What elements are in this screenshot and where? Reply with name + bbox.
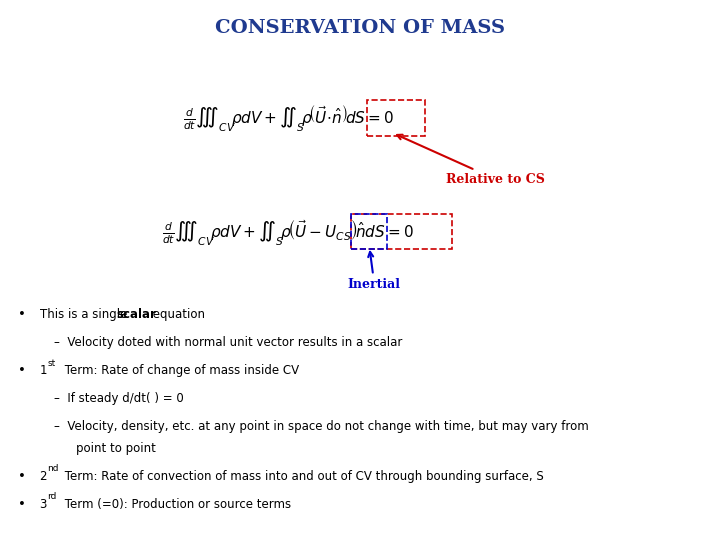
Text: Inertial: Inertial xyxy=(348,252,401,291)
Text: CONSERVATION OF MASS: CONSERVATION OF MASS xyxy=(215,19,505,37)
Text: $\frac{d}{dt}\iiint_{CV}\!\rho dV + \iint_{S}\!\rho\!\left(\vec{U}\!\cdot\!\hat{: $\frac{d}{dt}\iiint_{CV}\!\rho dV + \iin… xyxy=(183,104,393,134)
Text: point to point: point to point xyxy=(76,442,156,455)
Text: Relative to CS: Relative to CS xyxy=(397,134,545,186)
Text: •: • xyxy=(18,364,26,377)
Text: •: • xyxy=(18,498,26,511)
Text: Term (=0): Production or source terms: Term (=0): Production or source terms xyxy=(61,498,292,511)
Text: st: st xyxy=(48,359,55,368)
Text: •: • xyxy=(18,308,26,321)
Text: 2: 2 xyxy=(40,470,47,483)
Text: Term: Rate of change of mass inside CV: Term: Rate of change of mass inside CV xyxy=(61,364,300,377)
Text: 3: 3 xyxy=(40,498,47,511)
Text: –  Velocity doted with normal unit vector results in a scalar: – Velocity doted with normal unit vector… xyxy=(54,336,402,349)
Text: –  If steady d/dt( ) = 0: – If steady d/dt( ) = 0 xyxy=(54,392,184,405)
Text: nd: nd xyxy=(48,464,59,474)
Text: equation: equation xyxy=(149,308,205,321)
Text: This is a single: This is a single xyxy=(40,308,131,321)
Text: 1: 1 xyxy=(40,364,47,377)
Text: •: • xyxy=(18,470,26,483)
Text: rd: rd xyxy=(48,492,57,502)
Text: Term: Rate of convection of mass into and out of CV through bounding surface, S: Term: Rate of convection of mass into an… xyxy=(61,470,544,483)
Text: scalar: scalar xyxy=(117,308,156,321)
Text: $\frac{d}{dt}\iiint_{CV}\!\rho dV + \iint_{S}\!\rho\!\left(\vec{U}-U_{CS}\right): $\frac{d}{dt}\iiint_{CV}\!\rho dV + \iin… xyxy=(162,217,414,248)
Text: –  Velocity, density, etc. at any point in space do not change with time, but ma: – Velocity, density, etc. at any point i… xyxy=(54,420,589,433)
